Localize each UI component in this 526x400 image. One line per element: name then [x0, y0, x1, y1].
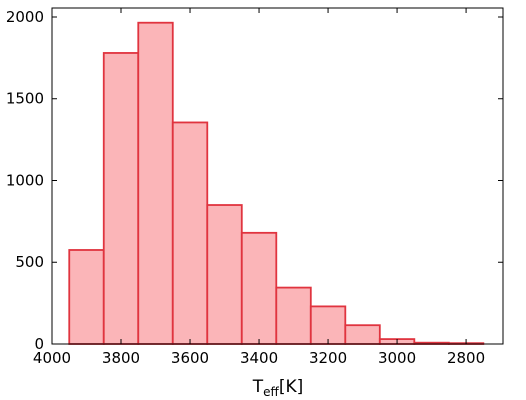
- x-tick-label: 3000: [378, 349, 416, 367]
- x-tick-label: 3200: [309, 349, 347, 367]
- x-tick-label: 2800: [447, 349, 485, 367]
- bar: [68, 249, 105, 345]
- x-tick-label: 3600: [171, 349, 209, 367]
- bar: [240, 231, 278, 345]
- x-axis-label: Teff[K]: [252, 377, 303, 399]
- plot-frame: [51, 7, 504, 345]
- x-tick-label: 3400: [240, 349, 278, 367]
- bar: [309, 305, 347, 345]
- y-tick-label: 1500: [6, 90, 44, 108]
- bar: [344, 324, 381, 345]
- bar: [102, 52, 140, 345]
- bar: [137, 21, 174, 345]
- x-tick-label: 4000: [33, 349, 71, 367]
- y-tick-label: 1000: [6, 171, 44, 189]
- bar: [275, 286, 312, 345]
- bar: [171, 121, 209, 345]
- y-tick-label: 500: [15, 253, 44, 271]
- y-tick-label: 0: [34, 335, 44, 353]
- x-tick-label: 3800: [102, 349, 140, 367]
- bar: [206, 204, 243, 345]
- y-tick-label: 2000: [6, 8, 44, 26]
